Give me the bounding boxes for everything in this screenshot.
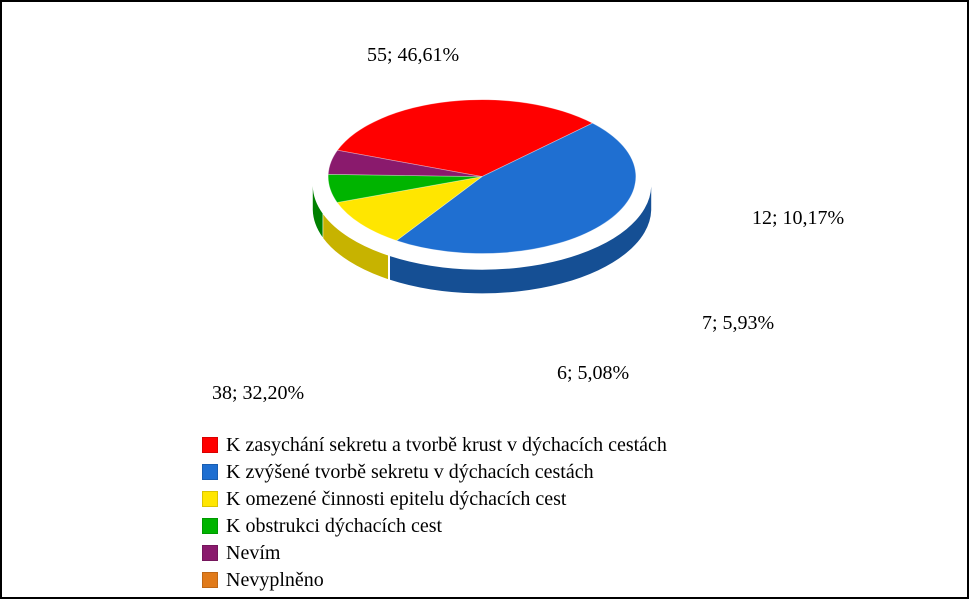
legend-label: Nevyplněno: [226, 567, 324, 593]
legend-label: K omezené činnosti epitelu dýchacích ces…: [226, 486, 566, 512]
legend-label: K zvýšené tvorbě sekretu v dýchacích ces…: [226, 459, 594, 485]
data-label: 12; 10,17%: [752, 207, 844, 230]
legend-item: Nevím: [202, 540, 667, 566]
legend-swatch: [202, 464, 218, 480]
legend: K zasychání sekretu a tvorbě krust v dýc…: [202, 432, 667, 594]
legend-item: K zasychání sekretu a tvorbě krust v dýc…: [202, 432, 667, 458]
legend-swatch: [202, 491, 218, 507]
legend-label: K obstrukci dýchacích cest: [226, 513, 442, 539]
pie-3d: [282, 92, 682, 312]
legend-swatch: [202, 572, 218, 588]
data-label: 6; 5,08%: [557, 362, 629, 385]
pie-top-svg: [282, 92, 682, 292]
legend-label: Nevím: [226, 540, 280, 566]
legend-item: K zvýšené tvorbě sekretu v dýchacích ces…: [202, 459, 667, 485]
legend-item: K omezené činnosti epitelu dýchacích ces…: [202, 486, 667, 512]
legend-swatch: [202, 545, 218, 561]
data-label: 7; 5,93%: [702, 312, 774, 335]
chart-frame: 38; 32,20% 55; 46,61% 12; 10,17% 7; 5,93% 6;…: [0, 0, 969, 599]
legend-item: K obstrukci dýchacích cest: [202, 513, 667, 539]
legend-label: K zasychání sekretu a tvorbě krust v dýc…: [226, 432, 667, 458]
legend-swatch: [202, 437, 218, 453]
legend-item: Nevyplněno: [202, 567, 667, 593]
chart-area: 38; 32,20% 55; 46,61% 12; 10,17% 7; 5,93% 6;…: [2, 2, 969, 422]
legend-swatch: [202, 518, 218, 534]
data-label: 38; 32,20%: [212, 382, 304, 405]
data-label: 55; 46,61%: [367, 44, 459, 67]
